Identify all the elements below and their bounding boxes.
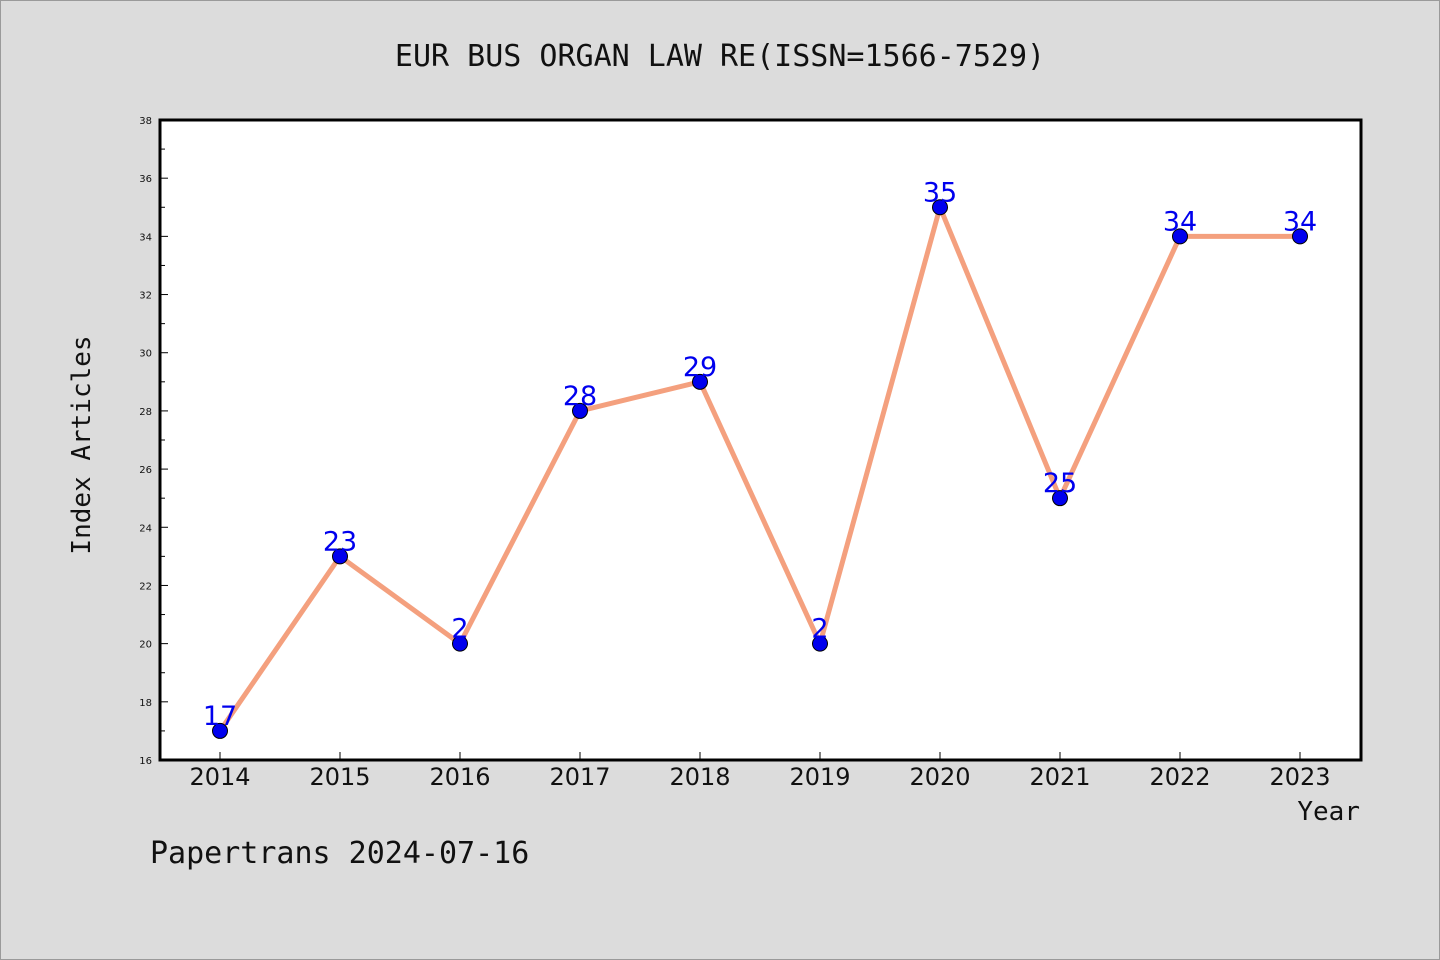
data-label: 35 [923, 177, 957, 208]
data-label: 25 [1043, 468, 1077, 499]
x-tick-label: 2014 [189, 763, 250, 791]
y-tick-label: 24 [139, 523, 152, 534]
y-tick-label: 34 [139, 232, 152, 243]
footer-credit: Papertrans 2024-07-16 [150, 836, 529, 871]
data-point [1172, 228, 1188, 245]
y-tick-label: 22 [139, 581, 152, 592]
y-tick-label: 38 [139, 116, 152, 127]
x-axis: 2014 2015 2016 2017 2018 2019 2020 2021 2022 2023 [189, 752, 1331, 791]
data-point [692, 373, 708, 390]
data-label: 17 [203, 701, 237, 732]
series-index-articles [212, 199, 1308, 739]
x-tick-label: 2022 [1149, 763, 1210, 791]
y-tick-label: 16 [139, 756, 152, 767]
data-point [1292, 228, 1308, 245]
y-tick-label: 30 [139, 349, 152, 360]
y-tick-label: 20 [139, 640, 152, 651]
y-tick-label: 36 [139, 174, 152, 185]
data-label: 2 [451, 614, 468, 645]
data-label: 34 [1163, 206, 1197, 237]
data-label: 2 [811, 614, 828, 645]
chart-title: EUR BUS ORGAN LAW RE(ISSN=1566-7529) [395, 39, 1045, 74]
x-axis-label: Year [1297, 797, 1360, 827]
data-point [812, 635, 828, 652]
data-point [332, 548, 348, 565]
data-point [572, 402, 588, 419]
data-label: 28 [563, 381, 597, 412]
x-tick-label: 2021 [1029, 763, 1090, 791]
y-tick-label: 28 [139, 407, 152, 418]
x-tick-label: 2020 [909, 763, 970, 791]
data-point [452, 635, 468, 652]
y-axis: 16 18 20 22 24 26 28 30 32 34 36 38 [139, 116, 168, 767]
x-tick-label: 2017 [549, 763, 610, 791]
data-point [932, 199, 948, 216]
data-label: 34 [1283, 206, 1317, 237]
series-line [217, 204, 1303, 734]
x-tick-label: 2019 [789, 763, 850, 791]
x-tick-label: 2023 [1269, 763, 1330, 791]
x-tick-label: 2015 [309, 763, 370, 791]
y-tick-label: 26 [139, 465, 152, 476]
x-tick-label: 2016 [429, 763, 490, 791]
data-point [212, 722, 228, 739]
x-tick-label: 2018 [669, 763, 730, 791]
y-axis-label: Index Articles [67, 335, 97, 554]
y-tick-label: 32 [139, 291, 152, 302]
data-labels: 17 23 2 28 29 2 35 25 34 34 [203, 177, 1317, 732]
plot-area [158, 118, 1363, 762]
data-point [1052, 490, 1068, 507]
y-tick-label: 18 [139, 698, 152, 709]
data-label: 29 [683, 352, 717, 383]
data-label: 23 [323, 526, 357, 557]
